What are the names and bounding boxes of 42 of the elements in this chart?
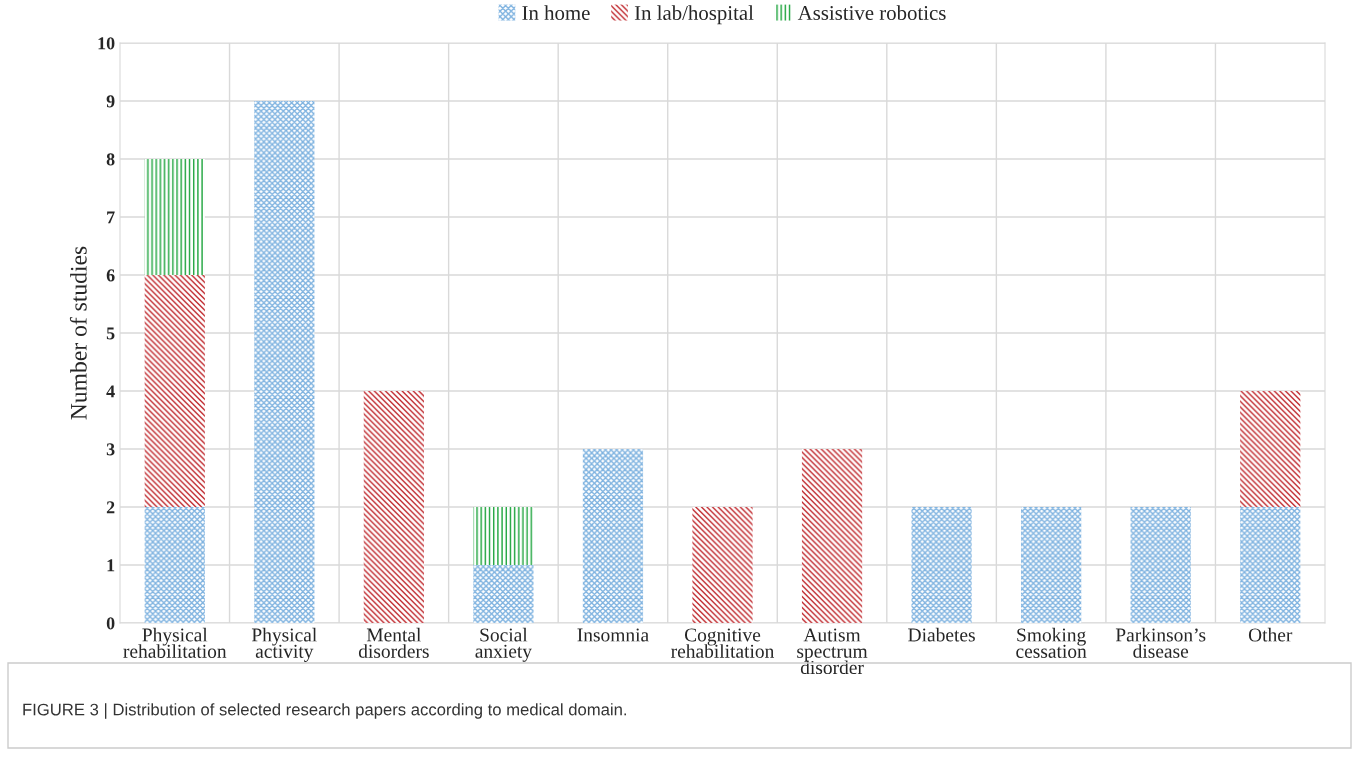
- x-tick-label: Physical rehabilitation: [123, 627, 227, 658]
- y-tick-label: 4: [106, 385, 115, 398]
- x-tick-label: Mental disorders: [358, 627, 429, 658]
- y-tick-label: 1: [107, 559, 115, 572]
- bar: [582, 449, 644, 623]
- caption: FIGURE 3 | Distribution of selected research papers according to medical domain.: [23, 703, 627, 719]
- bar: [1021, 507, 1082, 623]
- legend-label: Assistive robotics: [797, 5, 946, 21]
- x-tick-label: Diabetes: [908, 627, 975, 642]
- y-tick-label: 10: [98, 37, 115, 50]
- x-tick-label: Other: [1248, 627, 1293, 642]
- bar: [144, 275, 205, 507]
- y-tick-label: 7: [107, 211, 115, 224]
- x-tick-label: Parkinson’s disease: [1115, 627, 1206, 658]
- bar: [1130, 507, 1191, 623]
- bar: [144, 159, 205, 275]
- y-tick-label: 0: [106, 617, 115, 630]
- y-tick-label: 3: [106, 443, 115, 456]
- bar: [1240, 507, 1301, 623]
- legend-label: In lab/hospital: [634, 5, 754, 25]
- y-tick-label: 6: [106, 269, 115, 282]
- bar: [1240, 391, 1301, 507]
- y-tick-label: 2: [106, 501, 115, 514]
- bar: [692, 507, 753, 623]
- bar: [254, 101, 315, 623]
- bar: [144, 507, 205, 623]
- y-axis-title: Number of studies: [69, 246, 87, 420]
- y-tick-label: 9: [106, 95, 115, 108]
- x-tick-label: Autism spectrum disorder: [797, 628, 868, 675]
- y-tick-label: 5: [106, 327, 115, 340]
- x-tick-label: Smoking cessation: [1016, 627, 1087, 658]
- bar: [363, 391, 424, 623]
- x-tick-label: Physical activity: [251, 627, 317, 662]
- x-tick-label: Social anxiety: [475, 627, 532, 662]
- bar: [473, 507, 534, 565]
- bar: [473, 565, 534, 623]
- bar: [801, 449, 863, 623]
- x-tick-label: Cognitive rehabilitation: [671, 628, 775, 658]
- y-tick-label: 8: [106, 153, 115, 166]
- bar: [911, 507, 972, 623]
- legend-label: In home: [522, 5, 590, 21]
- x-tick-label: Insomnia: [577, 628, 649, 642]
